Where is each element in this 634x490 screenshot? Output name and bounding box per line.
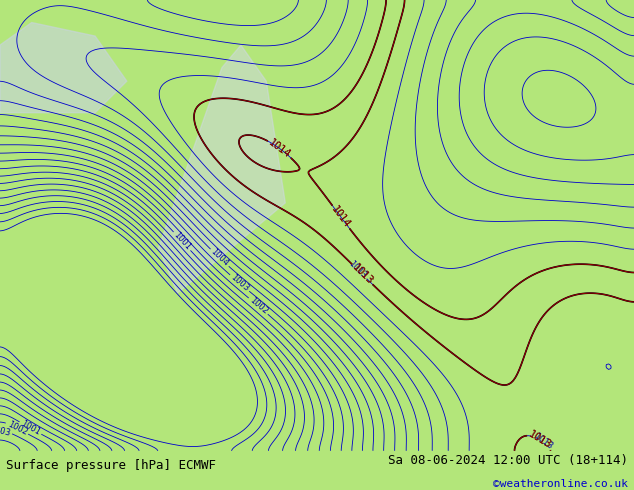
Polygon shape [0,23,127,113]
Text: 1002: 1002 [6,419,29,437]
Text: ©weatheronline.co.uk: ©weatheronline.co.uk [493,479,628,489]
Text: 1013: 1013 [527,430,553,451]
Text: 1003: 1003 [229,273,250,294]
Text: 1013: 1013 [350,262,375,287]
Text: 1014: 1014 [267,138,293,160]
Text: 1004: 1004 [209,247,230,269]
Text: 1002: 1002 [247,296,269,316]
Text: 1013: 1013 [527,430,553,451]
Polygon shape [158,45,285,293]
Text: Surface pressure [hPa] ECMWF: Surface pressure [hPa] ECMWF [6,459,216,471]
Text: Sa 08-06-2024 12:00 UTC (18+114): Sa 08-06-2024 12:00 UTC (18+114) [387,454,628,467]
Text: 1014: 1014 [330,204,353,230]
Text: 1014: 1014 [330,204,353,230]
Text: 1001: 1001 [172,230,193,252]
Text: 1014: 1014 [267,138,293,160]
Text: 1013: 1013 [532,432,554,452]
Text: 1001: 1001 [19,419,42,437]
Text: 1003: 1003 [0,424,11,438]
Text: 1013: 1013 [347,259,368,280]
Text: 1013: 1013 [350,262,375,287]
